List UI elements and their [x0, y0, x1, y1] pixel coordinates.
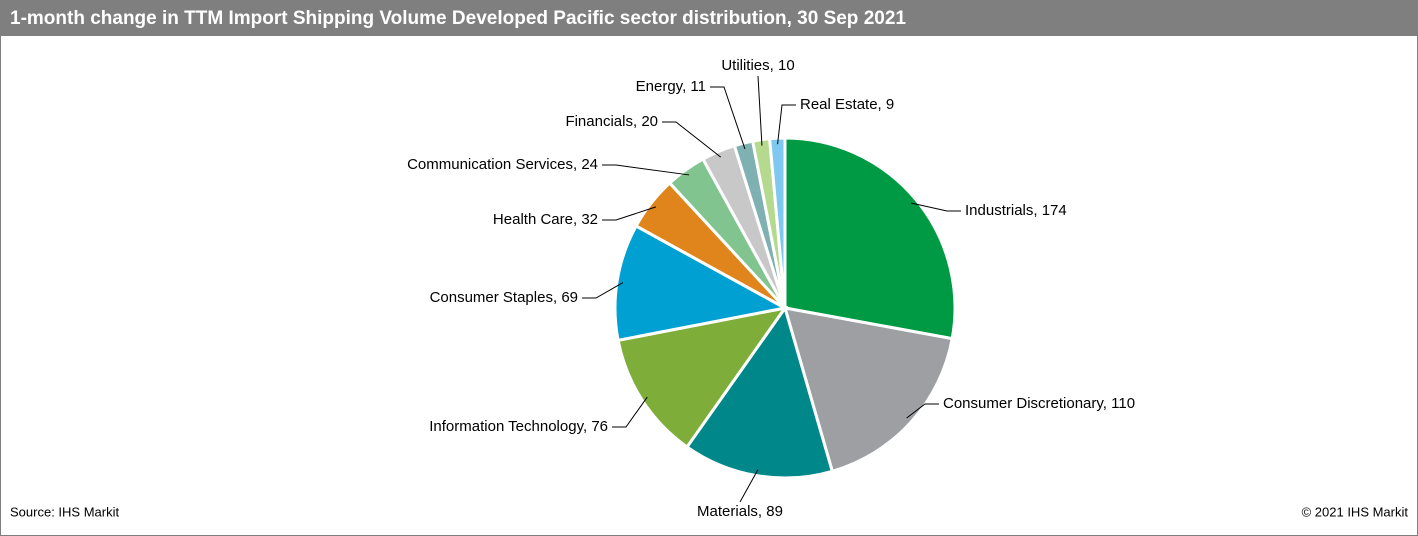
label-category: Consumer Staples	[430, 289, 553, 306]
header-bar	[0, 0, 1418, 36]
data-label: Real Estate, 9	[800, 96, 894, 113]
label-value: 76	[591, 418, 608, 435]
label-value: 89	[766, 503, 783, 520]
leader-line	[662, 121, 722, 158]
pie-slice	[613, 223, 790, 343]
label-category: Financials	[565, 113, 633, 130]
data-label: Consumer Staples, 69	[430, 289, 578, 306]
copyright: © 2021 IHS Markit	[1302, 504, 1409, 519]
label-category: Real Estate	[800, 96, 878, 113]
leader-line	[910, 202, 961, 212]
label-category: Materials	[697, 503, 758, 520]
label-category: Communication Services	[407, 156, 573, 173]
data-label: Utilities, 10	[721, 57, 794, 74]
chart-title: 1-month change in TTM Import Shipping Vo…	[10, 8, 906, 29]
pie-slice	[767, 136, 787, 309]
leader-line	[602, 206, 657, 221]
label-category: Consumer Discretionary	[943, 395, 1104, 412]
label-value: 110	[1111, 395, 1135, 412]
data-label: Financials, 20	[565, 113, 658, 130]
source: Source: IHS Markit	[10, 504, 119, 519]
label-category: Health Care	[493, 211, 573, 228]
label-value: 11	[690, 78, 706, 95]
data-label: Communication Services, 24	[407, 156, 598, 173]
leader-line	[602, 164, 690, 176]
label-category: Information Technology	[429, 418, 584, 435]
data-label: Industrials, 174	[965, 202, 1067, 219]
data-label: Energy, 11	[636, 78, 706, 95]
pie-slice	[684, 304, 835, 480]
data-label: Health Care, 32	[493, 211, 598, 228]
label-value: 10	[778, 57, 795, 74]
leader-line	[582, 282, 624, 299]
leader-line	[777, 104, 796, 145]
label-value: 9	[886, 96, 894, 113]
data-label: Information Technology, 76	[429, 418, 608, 435]
leader-line	[906, 403, 939, 419]
label-value: 69	[561, 289, 578, 306]
label-value: 20	[641, 113, 658, 130]
pie-slice	[783, 136, 957, 341]
label-category: Utilities	[721, 57, 769, 74]
pie-slice	[616, 305, 789, 450]
data-label: Consumer Discretionary, 110	[943, 395, 1135, 412]
leader-line	[612, 396, 648, 428]
label-category: Industrials	[965, 202, 1033, 219]
pie-slice	[782, 306, 954, 474]
label-category: Energy	[636, 78, 684, 95]
leader-line	[710, 86, 746, 150]
label-value: 32	[581, 211, 598, 228]
label-value: 174	[1042, 202, 1067, 219]
data-label: Materials, 89	[697, 503, 783, 520]
leader-line	[757, 75, 763, 146]
leader-line	[739, 469, 759, 503]
label-value: 24	[581, 156, 598, 173]
